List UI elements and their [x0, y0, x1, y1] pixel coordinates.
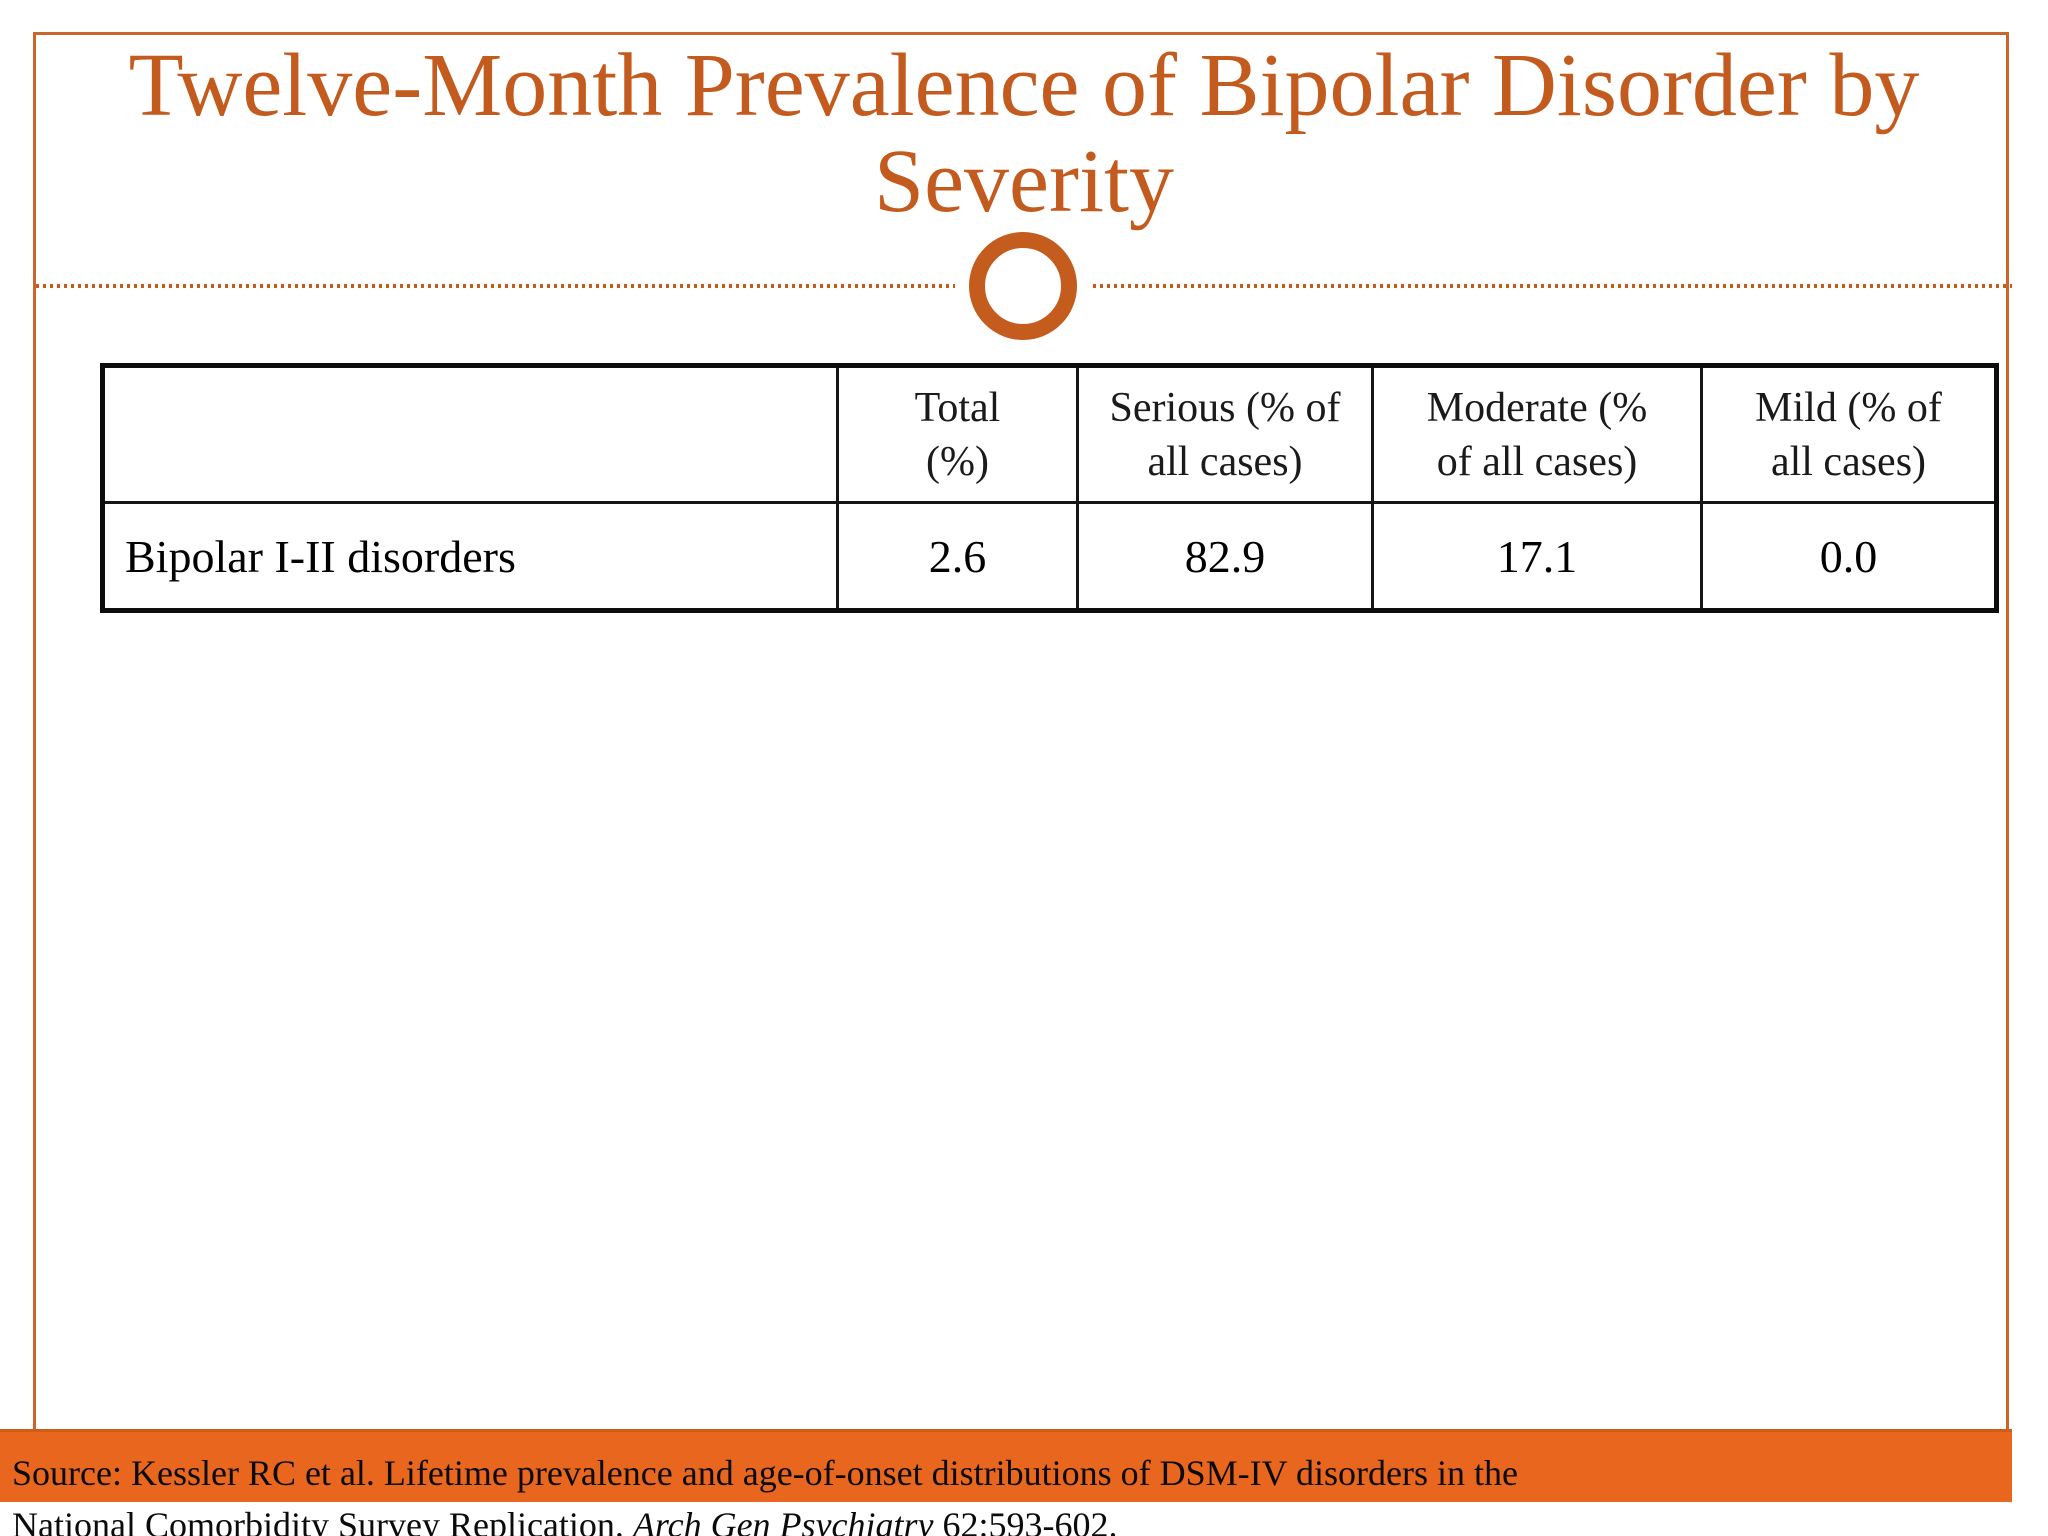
- source-line-2-suffix: 62:593-602.: [933, 1505, 1118, 1536]
- slide-title: Twelve-Month Prevalence of Bipolar Disor…: [36, 38, 2012, 230]
- slide-title-line-1: Twelve-Month Prevalence of Bipolar Disor…: [128, 36, 1920, 135]
- cell-mild-value: 0.0: [1700, 501, 1998, 612]
- cell-serious-value: 82.9: [1076, 501, 1374, 612]
- source-journal-name: Arch Gen Psychiatry: [632, 1505, 934, 1536]
- source-banner: Source: Kessler RC et al. Lifetime preva…: [0, 1429, 2012, 1502]
- source-text-line-1: Source: Kessler RC et al. Lifetime preva…: [12, 1453, 1518, 1493]
- source-text-line-2: National Comorbidity Survey Replication.…: [12, 1504, 1118, 1536]
- slide-title-line-2: Severity: [874, 132, 1174, 231]
- cell-total-value: 2.6: [836, 501, 1079, 612]
- header-label-mild: Mild (% of all cases): [1755, 384, 1942, 485]
- table-row: Bipolar I-II disorders 2.6 82.9 17.1 0.0: [101, 501, 1998, 612]
- header-label-total: Total (%): [914, 384, 1001, 485]
- row-label-bipolar: Bipolar I-II disorders: [101, 501, 839, 612]
- cell-moderate-value: 17.1: [1371, 501, 1703, 612]
- header-cell-moderate: Moderate (% of all cases): [1371, 364, 1703, 504]
- header-label-moderate: Moderate (% of all cases): [1426, 384, 1648, 485]
- circle-ornament: [969, 232, 1077, 340]
- header-cell-mild: Mild (% of all cases): [1700, 364, 1998, 504]
- header-cell-empty: [101, 364, 839, 504]
- header-cell-serious: Serious (% of all cases): [1076, 364, 1374, 504]
- source-line-2-prefix: National Comorbidity Survey Replication.: [12, 1505, 633, 1536]
- prevalence-table: Total (%) Serious (% of all cases) Moder…: [100, 363, 1999, 613]
- header-cell-total: Total (%): [836, 364, 1079, 504]
- header-label-serious: Serious (% of all cases): [1109, 384, 1341, 485]
- table-header-row: Total (%) Serious (% of all cases) Moder…: [101, 364, 1998, 504]
